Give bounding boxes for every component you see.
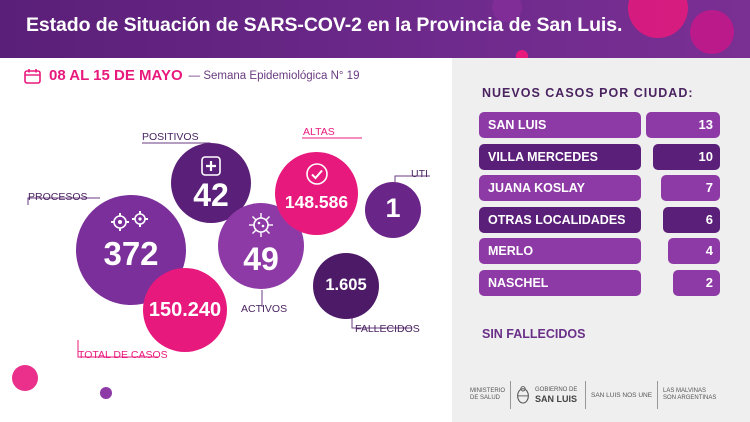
- uti-value: 1: [385, 193, 401, 223]
- footer-divider: [510, 381, 511, 409]
- positivos-circle: 42: [171, 143, 251, 223]
- total-label: TOTAL DE CASOS: [78, 349, 168, 361]
- city-count-bar: 4: [668, 238, 720, 265]
- city-count-bar: 7: [660, 175, 720, 202]
- date-row: 08 AL 15 DE MAYO — Semana Epidemiológica…: [24, 67, 359, 84]
- coat-of-arms-icon: [517, 386, 529, 404]
- ministerio-salud-logo: MINISTERIO DE SALUD: [470, 388, 510, 402]
- gobierno-line1: GOBIERNO DE: [535, 386, 578, 393]
- decor-dot: [12, 365, 38, 391]
- total-value: 150.240: [148, 299, 222, 321]
- gears-icon: [111, 211, 148, 231]
- city-name: OTRAS LOCALIDADES: [479, 206, 641, 233]
- page-title: Estado de Situación de SARS-COV-2 en la …: [26, 14, 623, 36]
- city-name: MERLO: [479, 238, 641, 265]
- ministerio-line2: DE SALUD: [470, 395, 501, 401]
- altas-label: ALTAS: [303, 126, 335, 138]
- epi-week: — Semana Epidemiológica N° 19: [188, 69, 360, 82]
- decor-dot: [100, 387, 112, 399]
- footer-divider: [585, 381, 586, 409]
- calendar-icon: [24, 68, 41, 84]
- city-name: SAN LUIS: [479, 112, 641, 138]
- decor-dot: [628, 0, 688, 38]
- altas-circle: 148.586: [275, 152, 358, 235]
- city-count-bar: 6: [663, 206, 720, 233]
- city-name: JUANA KOSLAY: [479, 175, 641, 202]
- city-count-bar: 13: [646, 112, 720, 138]
- fallecidos-circle: 1.605: [313, 253, 379, 319]
- fallecidos-value: 1.605: [325, 276, 367, 294]
- positivos-value: 42: [193, 177, 229, 213]
- activos-value: 49: [243, 241, 279, 277]
- procesos-value: 372: [103, 235, 159, 272]
- malvinas-logo: LAS MALVINAS SON ARGENTINAS: [658, 388, 716, 402]
- virus-icon: [249, 213, 273, 237]
- city-name: VILLA MERCEDES: [479, 143, 641, 170]
- decor-dot: [492, 0, 522, 22]
- city-name: NASCHEL: [479, 270, 641, 296]
- city-count-bar: 2: [673, 270, 720, 296]
- footer-logos: MINISTERIO DE SALUD GOBIERNO DE SAN LUIS…: [470, 378, 745, 412]
- medical-cross-icon: [201, 156, 221, 176]
- decor-dot: [516, 50, 528, 58]
- gobierno-logo: GOBIERNO DE SAN LUIS: [535, 387, 585, 404]
- no-deaths-note: SIN FALLECIDOS: [482, 327, 586, 341]
- malvinas-line1: LAS MALVINAS: [663, 388, 706, 394]
- decor-dot: [690, 10, 734, 54]
- header-banner: Estado de Situación de SARS-COV-2 en la …: [0, 0, 750, 58]
- date-range: 08 AL 15 DE MAYO: [49, 67, 183, 84]
- procesos-label: PROCESOS: [28, 191, 88, 203]
- footer-divider: [657, 381, 659, 409]
- malvinas-line2: SON ARGENTINAS: [663, 395, 717, 401]
- ministerio-line1: MINISTERIO: [470, 388, 506, 394]
- fallecidos-label: FALLECIDOS: [355, 323, 420, 335]
- activos-label: ACTIVOS: [241, 303, 288, 315]
- uti-label: UTI: [411, 168, 428, 180]
- check-circle-icon: [305, 163, 328, 185]
- uti-circle: 1: [365, 182, 421, 238]
- altas-value: 148.586: [284, 192, 349, 212]
- cities-title: NUEVOS CASOS POR CIUDAD:: [482, 86, 694, 100]
- positivos-label: POSITIVOS: [142, 131, 199, 143]
- slogan: SAN LUIS NOS UNE: [591, 391, 653, 399]
- city-count-bar: 10: [653, 143, 720, 170]
- total-circle: 150.240: [143, 268, 227, 352]
- gobierno-line2: SAN LUIS: [535, 393, 578, 404]
